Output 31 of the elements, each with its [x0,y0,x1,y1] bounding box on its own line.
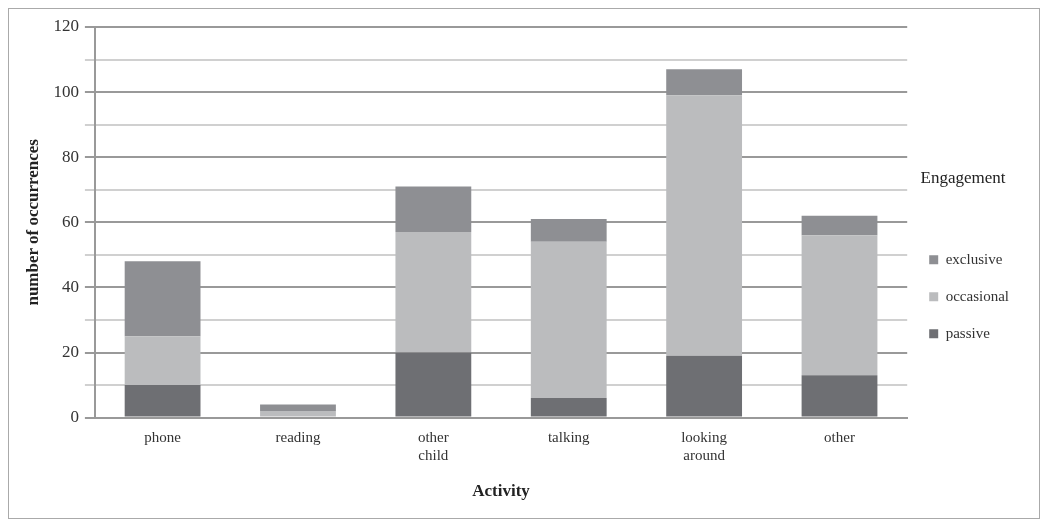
bar [124,336,201,386]
legend-label: occasional [945,287,1010,304]
legend-title: Engagement [920,167,1006,187]
x-tick-label: reading [275,428,321,445]
bar [395,232,472,353]
y-tick-label: 80 [61,146,79,166]
bar [260,404,336,412]
y-tick-label: 100 [53,81,79,101]
bar [801,235,878,376]
y-tick-label: 120 [53,16,79,36]
x-tick-label: other [824,428,855,445]
bar [124,385,201,417]
bar [530,398,607,417]
x-tick-label: phone [144,428,182,445]
bar [260,411,336,417]
bar [666,95,743,356]
bar [801,375,878,417]
x-tick-label: looking around [681,428,728,463]
y-tick-label: 20 [61,341,79,361]
bar [395,352,472,417]
bar [666,355,743,417]
y-tick-label: 40 [61,276,79,296]
x-tick-label: other child [417,428,449,463]
bar [530,241,607,399]
legend-label: passive [945,324,991,341]
x-tick-label: talking [547,428,591,445]
legend-label: exclusive [945,250,1003,267]
x-axis-title: Activity [472,481,531,501]
y-tick-label: 60 [61,211,79,231]
y-axis-title: number of occurrences [22,138,42,306]
y-tick-label: 0 [70,407,79,427]
